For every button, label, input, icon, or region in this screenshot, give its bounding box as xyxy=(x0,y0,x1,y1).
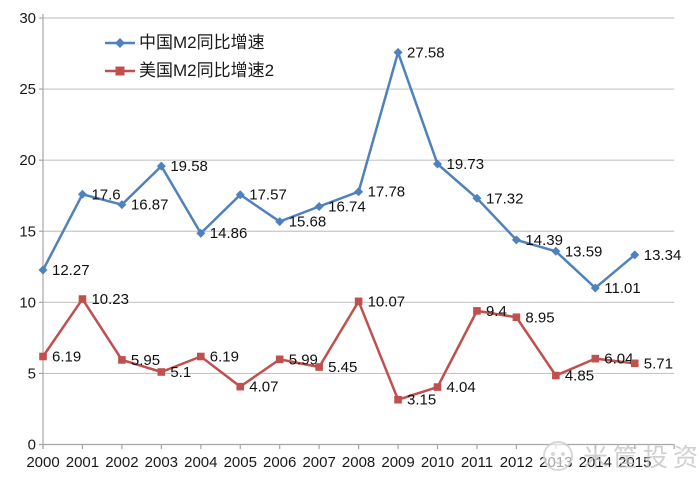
data-point-marker xyxy=(156,161,166,171)
data-label: 6.19 xyxy=(52,348,81,365)
y-axis-label: 0 xyxy=(28,437,36,454)
y-axis-label: 20 xyxy=(19,152,36,169)
data-label: 17.6 xyxy=(91,186,120,203)
data-point-marker xyxy=(77,189,87,199)
data-label: 5.71 xyxy=(644,355,673,372)
x-axis-label: 2012 xyxy=(500,454,533,471)
x-axis-label: 2004 xyxy=(184,454,217,471)
x-axis-label: 2006 xyxy=(263,454,296,471)
x-axis-label: 2001 xyxy=(66,454,99,471)
data-point-marker xyxy=(78,295,87,303)
data-label: 14.86 xyxy=(210,225,248,242)
y-axis-label: 15 xyxy=(19,223,36,240)
data-point-marker xyxy=(433,383,442,391)
data-label: 15.68 xyxy=(289,214,327,231)
data-label: 5.99 xyxy=(289,351,318,368)
x-axis-label: 2011 xyxy=(461,454,493,471)
legend-item-usa-m2: 美国M2同比增速2 xyxy=(105,58,274,83)
data-label: 3.15 xyxy=(407,392,436,409)
data-point-marker xyxy=(472,193,482,203)
data-label: 5.95 xyxy=(131,352,160,369)
x-axis-label: 2010 xyxy=(421,454,454,471)
data-label: 8.95 xyxy=(525,309,554,326)
data-point-marker xyxy=(354,187,364,197)
y-axis-label: 25 xyxy=(19,81,36,98)
data-point-marker xyxy=(591,354,600,363)
legend-marker-usa-icon xyxy=(105,66,135,75)
data-label: 17.78 xyxy=(368,184,406,201)
data-point-marker xyxy=(315,363,323,371)
chart-legend: 中国M2同比增速 美国M2同比增速2 xyxy=(105,30,274,83)
data-label: 12.27 xyxy=(52,262,90,279)
data-point-marker xyxy=(354,297,363,306)
data-label: 5.45 xyxy=(328,359,357,376)
x-axis-label: 2015 xyxy=(618,454,651,471)
x-axis-label: 2002 xyxy=(105,454,138,471)
x-axis-label: 2014 xyxy=(579,454,612,471)
data-point-marker xyxy=(630,359,639,368)
x-axis-label: 2005 xyxy=(224,454,257,471)
legend-label-china-m2: 中国M2同比增速 xyxy=(139,33,265,52)
data-label: 13.34 xyxy=(644,247,682,264)
data-label: 10.23 xyxy=(91,291,129,308)
data-point-marker xyxy=(39,352,47,361)
legend-item-china-m2: 中国M2同比增速 xyxy=(105,30,274,55)
data-point-marker xyxy=(275,217,285,227)
series-line-china xyxy=(41,51,636,290)
x-axis-label: 2007 xyxy=(302,454,335,471)
data-label: 6.04 xyxy=(604,351,633,368)
data-label: 5.1 xyxy=(170,364,191,381)
legend-marker-china-icon xyxy=(105,37,135,48)
data-label: 16.74 xyxy=(328,199,366,216)
data-point-marker xyxy=(118,356,126,364)
y-axis-label: 30 xyxy=(19,10,36,27)
x-axis-label: 2000 xyxy=(26,454,59,471)
data-point-marker xyxy=(157,368,166,376)
data-point-marker xyxy=(552,371,560,380)
data-label: 11.01 xyxy=(604,280,640,297)
series-line-usa xyxy=(41,297,636,401)
data-point-marker xyxy=(196,228,206,238)
data-label: 19.58 xyxy=(170,158,208,175)
data-point-marker xyxy=(511,235,521,245)
data-point-marker xyxy=(590,283,600,293)
data-label: 9.4 xyxy=(486,303,507,320)
data-point-marker xyxy=(275,355,284,364)
data-label: 27.58 xyxy=(407,44,445,61)
data-label: 10.07 xyxy=(368,293,406,310)
data-label: 4.07 xyxy=(249,379,278,396)
data-point-marker xyxy=(235,190,245,200)
data-label: 4.85 xyxy=(565,368,594,385)
data-label: 6.19 xyxy=(210,348,239,365)
data-label: 16.87 xyxy=(131,197,169,214)
data-label: 19.73 xyxy=(447,156,485,173)
x-axis-label: 2003 xyxy=(145,454,178,471)
x-axis-label: 2013 xyxy=(539,454,572,471)
data-point-marker xyxy=(38,265,48,275)
legend-label-usa-m2: 美国M2同比增速2 xyxy=(139,61,275,80)
data-point-marker xyxy=(117,200,127,210)
y-axis-label: 10 xyxy=(19,294,36,311)
data-label: 4.04 xyxy=(447,379,476,396)
x-axis-label: 2008 xyxy=(342,454,375,471)
data-point-marker xyxy=(433,159,442,169)
data-label: 13.59 xyxy=(565,243,603,260)
data-point-marker xyxy=(551,246,561,256)
x-axis-label: 2009 xyxy=(381,454,414,471)
data-point-marker xyxy=(473,307,481,315)
data-label: 17.57 xyxy=(249,187,287,204)
data-point-marker xyxy=(236,382,245,391)
y-axis-label: 5 xyxy=(28,365,36,382)
data-point-marker xyxy=(197,352,205,361)
data-point-marker xyxy=(394,395,402,404)
data-label: 17.32 xyxy=(486,190,524,207)
data-label: 14.39 xyxy=(525,232,563,249)
data-point-marker xyxy=(630,250,640,260)
data-point-marker xyxy=(512,313,521,322)
data-point-marker xyxy=(393,47,403,57)
data-point-marker xyxy=(314,202,324,212)
